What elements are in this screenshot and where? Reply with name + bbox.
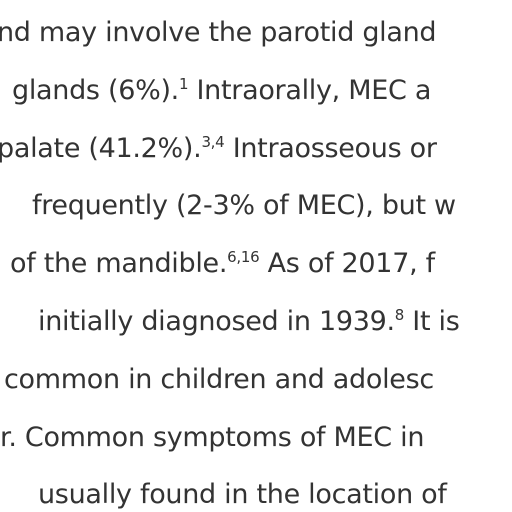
line-text: Intraosseous or — [224, 132, 437, 164]
line-text: It is — [404, 306, 460, 337]
line-text: Intraorally, MEC a — [188, 74, 432, 106]
line-text: r. Common symptoms of MEC in — [0, 421, 425, 453]
text-line: glands (6%).1 Intraorally, MEC a — [12, 71, 431, 111]
text-line: initially diagnosed in 1939.8 It is — [38, 302, 460, 342]
text-line: frequently (2-3% of MEC), but w — [32, 186, 456, 226]
text-line: nd may involve the parotid gland — [0, 13, 437, 53]
line-text: nd may involve the parotid gland — [0, 17, 437, 48]
line-text: As of 2017, f — [259, 248, 436, 280]
citation: 8 — [394, 306, 405, 324]
line-text: palate (41.2%). — [0, 132, 202, 164]
line-text: common in children and adolesc — [4, 363, 434, 395]
line-text: of the mandible. — [10, 248, 228, 280]
text-line: of the mandible.6,16 As of 2017, f — [10, 244, 435, 284]
citation: 6,16 — [227, 248, 260, 267]
text-line: common in children and adolesc — [4, 360, 434, 400]
line-text: usually found in the location of — [38, 479, 447, 511]
text-line: usually found in the location of — [38, 475, 447, 512]
citation: 1 — [178, 74, 189, 93]
citation: 3,4 — [201, 132, 225, 151]
line-text: initially diagnosed in 1939. — [38, 306, 395, 337]
line-text: frequently (2-3% of MEC), but w — [32, 190, 456, 222]
text-line: palate (41.2%).3,4 Intraosseous or — [0, 129, 437, 169]
text-line: r. Common symptoms of MEC in — [0, 418, 424, 458]
line-text: glands (6%). — [12, 74, 179, 106]
